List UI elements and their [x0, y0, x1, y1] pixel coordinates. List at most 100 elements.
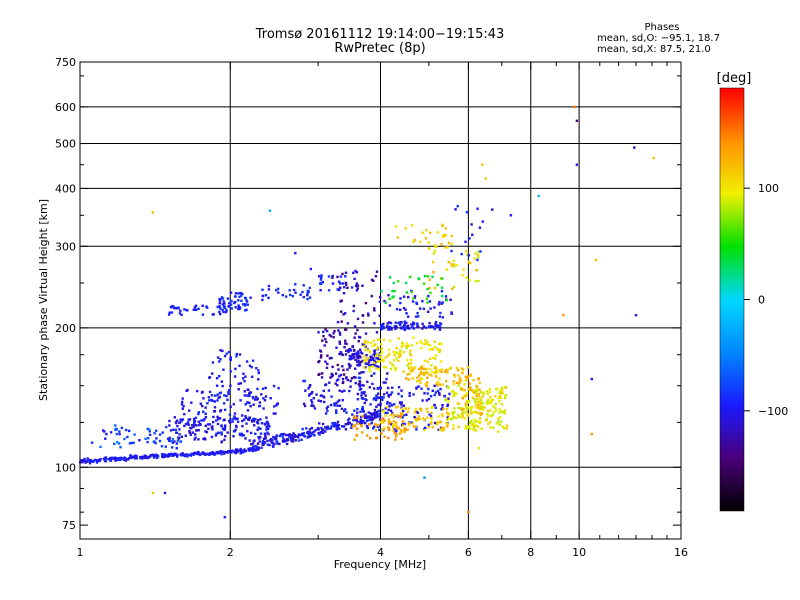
data-point [411, 224, 414, 227]
data-point [398, 323, 402, 326]
data-point [251, 395, 255, 399]
data-point [363, 355, 366, 358]
data-point [402, 414, 405, 417]
data-point [250, 443, 253, 446]
data-point [483, 406, 486, 409]
data-point [397, 392, 400, 396]
data-point [247, 418, 251, 421]
data-point [411, 369, 414, 372]
data-point [402, 404, 405, 407]
data-point [475, 406, 478, 409]
data-point [479, 420, 482, 423]
data-point [237, 292, 240, 295]
data-point [294, 283, 297, 286]
data-point [402, 428, 405, 432]
data-point [481, 163, 484, 166]
data-point [218, 417, 222, 420]
data-point [342, 292, 346, 295]
data-point [384, 381, 387, 384]
data-point [338, 375, 341, 378]
data-point [244, 309, 247, 312]
data-point [491, 208, 494, 211]
data-point [187, 418, 190, 421]
data-point [387, 420, 391, 423]
data-point [238, 353, 242, 356]
data-point [308, 296, 312, 299]
data-point [379, 352, 382, 356]
data-point [319, 400, 323, 403]
data-point [328, 381, 331, 384]
data-point [334, 422, 337, 425]
data-point [419, 307, 422, 310]
data-point [244, 303, 247, 306]
data-point [172, 428, 175, 431]
data-point [428, 300, 432, 303]
data-point [421, 231, 424, 234]
data-point [457, 425, 460, 428]
data-point [326, 362, 329, 366]
data-point [505, 424, 509, 427]
data-point [341, 365, 344, 368]
data-point [322, 389, 325, 393]
data-point [303, 404, 307, 408]
data-point [346, 322, 350, 325]
data-point [445, 407, 449, 411]
data-point [391, 413, 394, 416]
data-point [229, 356, 232, 359]
data-point [452, 285, 456, 289]
data-point [418, 417, 422, 420]
data-point [467, 414, 470, 417]
data-point [405, 413, 408, 416]
data-point [332, 332, 335, 335]
data-point [109, 431, 113, 434]
data-point [387, 328, 390, 331]
data-point [208, 453, 211, 456]
data-point [129, 455, 132, 458]
data-point [229, 300, 233, 303]
data-point [463, 417, 467, 420]
data-point [218, 374, 221, 378]
data-point [413, 415, 416, 419]
data-point [186, 388, 189, 392]
data-point [86, 457, 89, 460]
data-point [140, 455, 143, 459]
data-point [351, 413, 354, 416]
data-point [367, 312, 370, 315]
data-point [331, 282, 335, 285]
data-point [308, 435, 311, 438]
data-point [237, 449, 240, 452]
data-point [246, 409, 250, 412]
data-point [188, 430, 191, 433]
data-point [175, 447, 178, 450]
data-point [423, 418, 426, 422]
data-point [389, 321, 393, 325]
data-point [407, 424, 411, 427]
data-point [223, 408, 227, 411]
data-point [356, 354, 359, 357]
data-point [369, 403, 372, 406]
data-point [251, 445, 255, 448]
data-point [254, 432, 257, 435]
data-point [306, 431, 309, 434]
data-point [210, 435, 214, 439]
data-point [379, 402, 382, 405]
data-point [430, 406, 433, 409]
data-point [264, 423, 267, 426]
data-point [133, 457, 137, 460]
data-point [123, 437, 126, 441]
data-point [321, 429, 324, 432]
data-point [261, 298, 264, 302]
data-point [227, 305, 230, 308]
data-point [468, 425, 471, 428]
data-point [309, 434, 312, 438]
data-point [395, 347, 398, 350]
data-point [258, 404, 261, 408]
data-point [344, 271, 348, 274]
data-point [489, 426, 492, 429]
data-point [257, 426, 260, 429]
data-point [383, 366, 386, 369]
data-point [382, 393, 386, 396]
chart-title-line1: Tromsø 20161112 19:14:00−19:15:43 [255, 27, 505, 42]
data-point [303, 435, 306, 438]
